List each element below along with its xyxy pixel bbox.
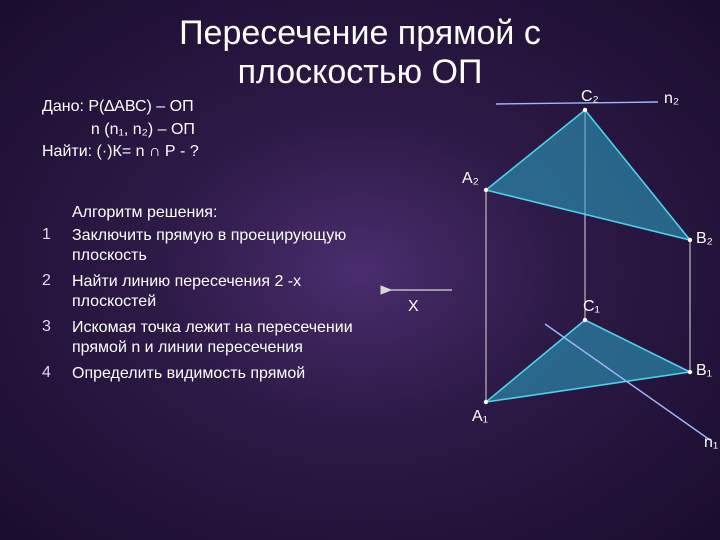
algo-item: 2 Найти линию пересечения 2 -х плоскосте… — [42, 272, 372, 312]
algo-text: Заключить прямую в проецирующую плоскост… — [72, 226, 372, 266]
title-line1: Пересечение прямой с — [179, 14, 541, 52]
label-B2: B₂ — [696, 230, 713, 248]
algo-num: 2 — [42, 272, 72, 312]
slide-title: Пересечение прямой с плоскостью ОП — [0, 0, 720, 92]
algo-item: 4 Определить видимость прямой — [42, 364, 372, 384]
algo-text: Определить видимость прямой — [72, 364, 372, 384]
label-A2: A₂ — [462, 170, 479, 188]
algo-item: 1 Заключить прямую в проецирующую плоско… — [42, 226, 372, 266]
title-line2: плоскостью ОП — [238, 53, 483, 91]
algo-text: Искомая точка лежит на пересечении прямо… — [72, 318, 372, 358]
label-C1: C₁ — [583, 298, 600, 316]
given-block: Дано: Р(∆АВС) – ОП n (n₁, n₂) – ОП Найти… — [42, 96, 199, 163]
diagram: A₂C₂n₂B₂ХC₁A₁B₁n₁ — [380, 92, 720, 472]
label-n1: n₁ — [704, 434, 718, 452]
algo-num: 3 — [42, 318, 72, 358]
given-l1: Дано: Р(∆АВС) – ОП — [42, 96, 199, 118]
given-l3: Найти: (·)К= n ∩ Р - ? — [42, 141, 199, 163]
algorithm-heading: Алгоритм решения: — [72, 204, 372, 222]
algo-num: 1 — [42, 226, 72, 266]
label-B1: B₁ — [696, 362, 712, 380]
given-l2: n (n₁, n₂) – ОП — [42, 119, 199, 141]
label-A1: A₁ — [472, 408, 488, 426]
algo-num: 4 — [42, 364, 72, 384]
diagram-svg — [380, 92, 720, 472]
label-C2: C₂ — [581, 88, 599, 106]
algo-item: 3 Искомая точка лежит на пересечении пря… — [42, 318, 372, 358]
algorithm-block: Алгоритм решения: 1 Заключить прямую в п… — [42, 204, 372, 390]
label-X: Х — [408, 298, 419, 316]
label-n2: n₂ — [664, 90, 679, 108]
algo-text: Найти линию пересечения 2 -х плоскостей — [72, 272, 372, 312]
